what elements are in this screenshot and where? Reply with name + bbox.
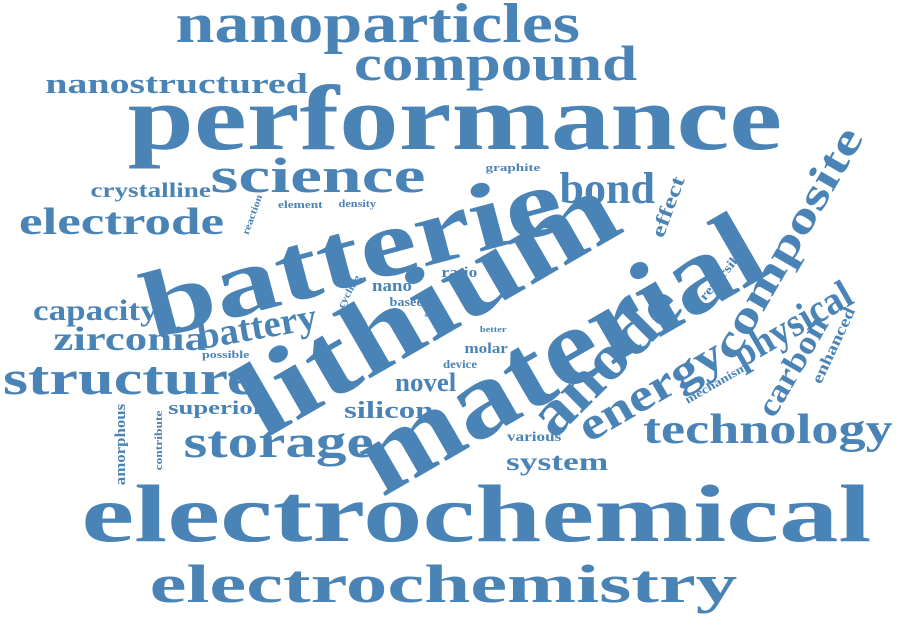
word-si-zr: si/zr [424,310,438,319]
word-structure: structure [2,352,256,405]
word-better: better [479,325,507,334]
word-ratio: ratio [441,264,477,281]
word-electrochemical: electrochemical [80,468,871,559]
word-electrode: electrode [18,201,224,243]
word-storage: storage [182,416,374,467]
word-technology: technology [643,407,893,453]
word-density: density [338,199,376,210]
word-nanostructured: nanostructured [44,67,308,100]
word-possible: possible [201,348,249,361]
word-science: science [210,147,426,203]
word-silicon: silicon [343,398,433,424]
word-compound: compound [353,35,637,91]
word-capacity: capacity [32,294,158,327]
word-superior: superior [167,397,265,419]
word-novel: novel [394,368,456,397]
word-performance: performance [127,67,783,169]
word-bond: bond [559,164,655,213]
word-zirconia: zirconia [53,321,208,358]
word-nanoparticles: nanoparticles [175,0,581,55]
word-graphite: graphite [485,161,541,174]
word-based: based [389,293,425,309]
word-nano: nano [372,275,412,295]
word-various: various [506,430,562,445]
word-molar: molar [464,340,508,357]
word-crystalline: crystalline [89,177,211,202]
word-contribute: contribute [152,410,165,470]
word-element: element [277,198,323,211]
word-device: device [442,357,478,371]
word-system: system [505,448,609,476]
word-electrochemistry: electrochemistry [149,554,737,614]
